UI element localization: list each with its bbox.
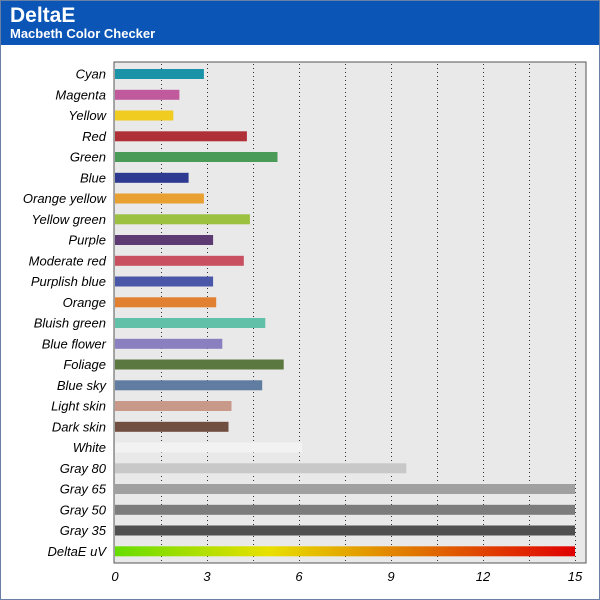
category-label: Purplish blue (31, 274, 106, 289)
category-label: Orange (63, 295, 106, 310)
category-label: Bluish green (34, 316, 106, 331)
bar-yellow (115, 110, 174, 121)
category-label: Gray 65 (60, 482, 107, 497)
x-tick-label: 12 (476, 569, 491, 584)
bar-orange-yellow (115, 193, 204, 204)
x-tick-labels: 0 3 6 9 12 15 (111, 569, 583, 584)
category-label: DeltaE uV (47, 544, 107, 559)
x-tick-label: 0 (111, 569, 119, 584)
x-tick-label: 9 (387, 569, 394, 584)
bar-green (115, 152, 278, 162)
bar-deltae-uv (115, 546, 575, 557)
category-labels: Cyan Magenta Yellow Red Green Blue Orange yell… (23, 67, 108, 559)
category-label: Gray 50 (60, 502, 107, 517)
bar-moderate-red (115, 255, 244, 266)
bar-foliage (115, 359, 284, 370)
category-label: Moderate red (29, 253, 107, 268)
bars-group (115, 69, 575, 557)
bar-purplish-blue (115, 276, 214, 287)
x-tick-label: 3 (203, 569, 211, 584)
category-label: Yellow (68, 108, 107, 123)
bar-gray-35 (115, 525, 575, 536)
category-label: Light skin (51, 399, 106, 414)
plot-area (113, 61, 587, 564)
category-label: Red (82, 129, 107, 144)
category-label: Purple (68, 233, 106, 248)
category-label: Yellow green (32, 212, 106, 227)
category-label: Cyan (76, 67, 106, 82)
bar-gray-50 (115, 504, 575, 515)
category-label: Green (70, 150, 106, 165)
category-label: Blue sky (57, 378, 108, 393)
category-label: Blue (80, 170, 106, 185)
chart-title: DeltaE (10, 4, 76, 27)
bar-light-skin (115, 401, 232, 411)
grid-lines (161, 64, 576, 561)
bar-bluish-green (115, 318, 266, 328)
bar-dark-skin (115, 421, 229, 432)
category-label: Orange yellow (23, 191, 108, 206)
bar-yellow-green (115, 214, 250, 225)
category-label: Foliage (63, 357, 106, 372)
bar-white (115, 442, 303, 453)
category-label: Magenta (55, 87, 106, 102)
category-label: Gray 80 (60, 461, 107, 476)
bar-blue-flower (115, 338, 223, 349)
bar-blue-sky (115, 380, 263, 391)
chart-subtitle: Macbeth Color Checker (10, 26, 156, 41)
bar-orange (115, 297, 217, 308)
bar-gray-65 (115, 484, 575, 494)
category-label: White (73, 440, 106, 455)
category-label: Dark skin (52, 419, 106, 434)
bar-red (115, 131, 247, 142)
bar-blue (115, 172, 189, 183)
bar-purple (115, 235, 214, 245)
bar-magenta (115, 89, 180, 100)
x-tick-label: 15 (568, 569, 583, 584)
category-label: Blue flower (42, 336, 107, 351)
category-label: Gray 35 (60, 523, 107, 538)
bar-gray-80 (115, 463, 407, 474)
x-tick-label: 6 (295, 569, 303, 584)
chart-header: DeltaE Macbeth Color Checker (1, 1, 599, 45)
bar-cyan (115, 69, 204, 79)
